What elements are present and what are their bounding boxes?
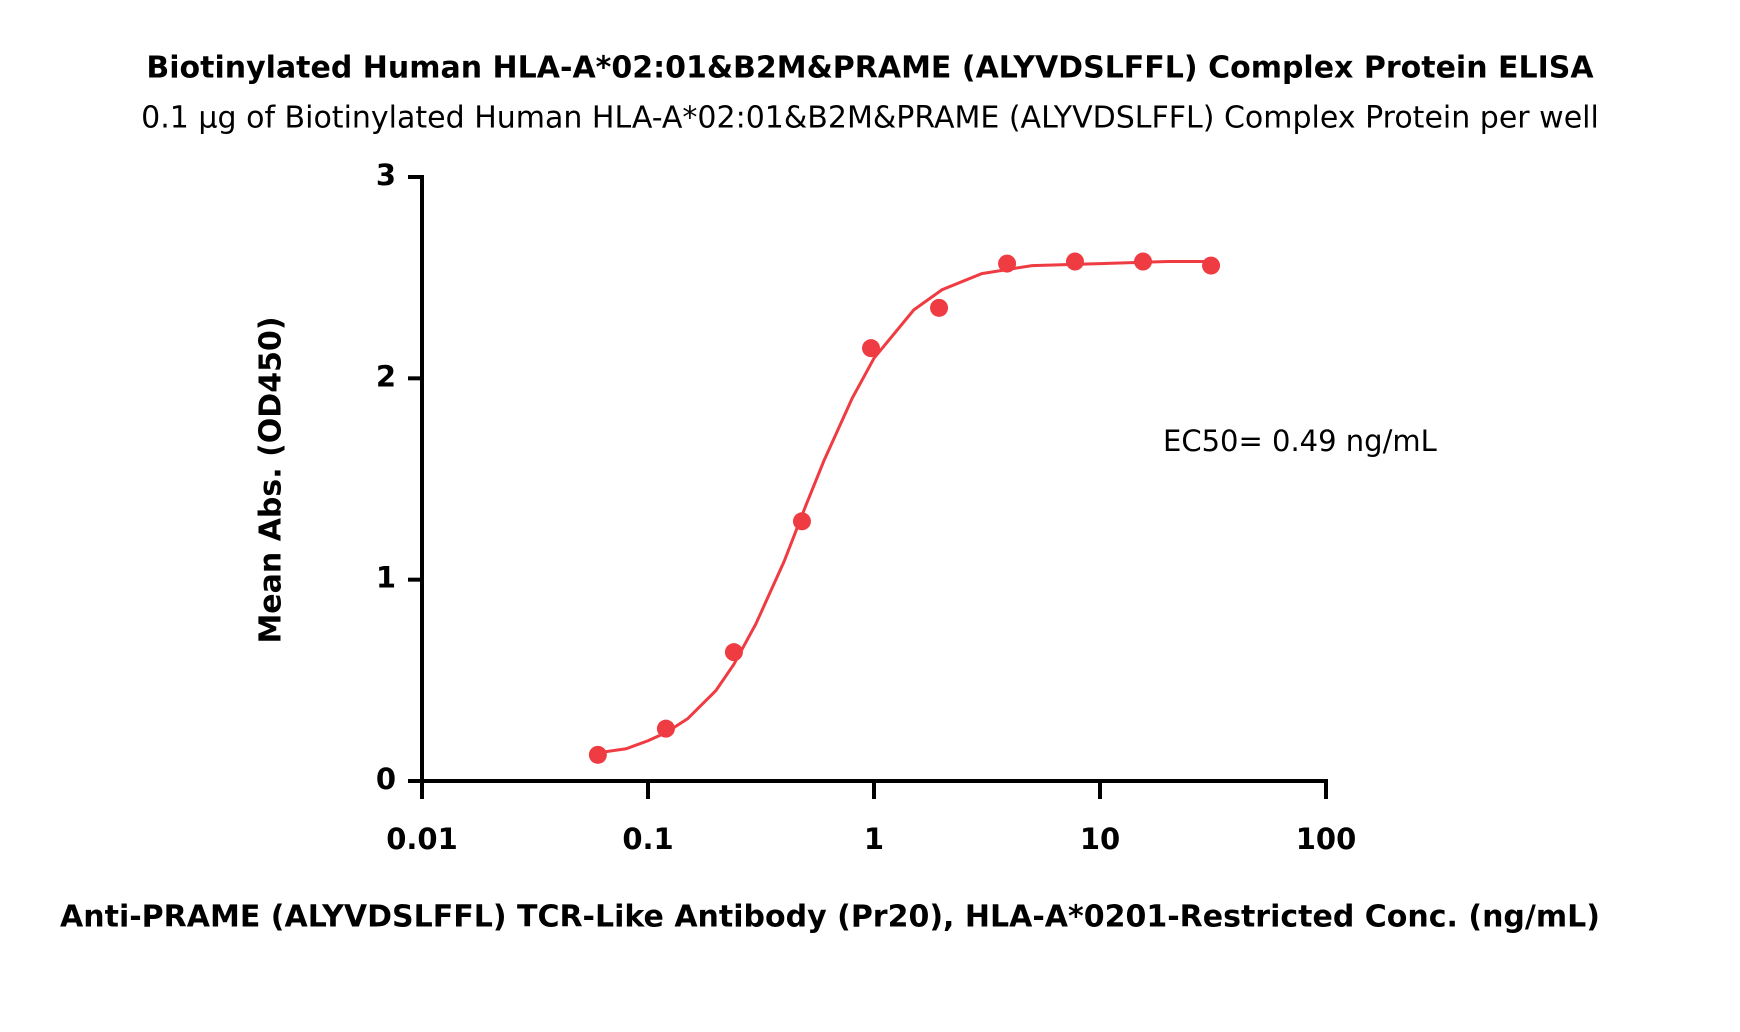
x-axis-title: Anti-PRAME (ALYVDSLFFL) TCR-Like Antibod…	[60, 900, 1600, 935]
data-point	[588, 745, 607, 764]
fit-curve	[597, 260, 1212, 755]
x-tick-label: 0.1	[622, 822, 673, 856]
x-tick-label: 1	[864, 822, 884, 856]
y-tick-label: 1	[376, 561, 396, 595]
y-tick-label: 2	[376, 359, 396, 393]
data-point	[930, 298, 949, 317]
y-tick-label: 3	[376, 158, 396, 192]
data-point	[1065, 252, 1084, 271]
data-point	[1202, 256, 1221, 275]
y-axis-title: Mean Abs. (OD450)	[254, 316, 289, 643]
chart-title: Biotinylated Human HLA-A*02:01&B2M&PRAME…	[146, 51, 1594, 86]
data-point	[862, 339, 881, 358]
x-tick-label: 10	[1080, 822, 1120, 856]
chart-subtitle: 0.1 µg of Biotinylated Human HLA-A*02:01…	[141, 101, 1599, 136]
x-tick-label: 0.01	[386, 822, 458, 856]
y-tick-label: 0	[376, 762, 396, 796]
x-tick-label: 100	[1296, 822, 1357, 856]
annotation: EC50= 0.49 ng/mL	[1163, 424, 1437, 458]
